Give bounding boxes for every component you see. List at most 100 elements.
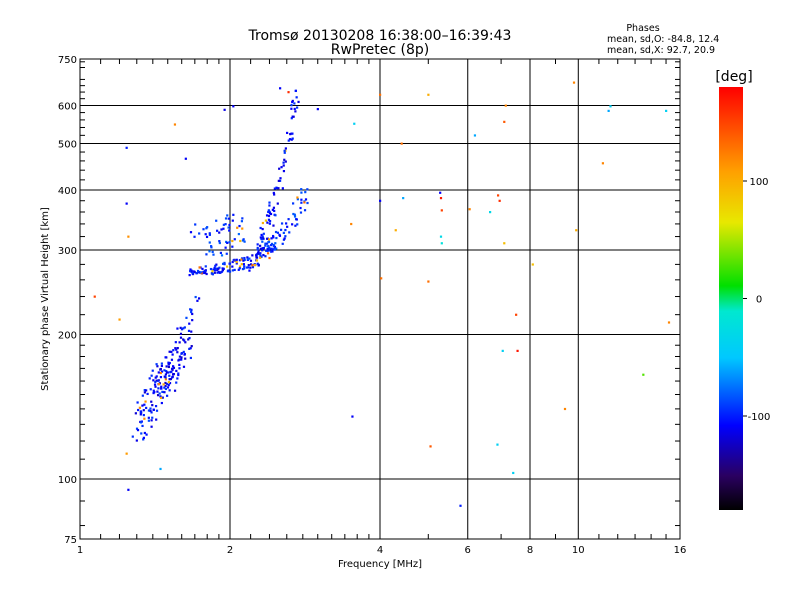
echo-point [267,238,271,241]
echo-point [276,231,279,234]
echo-point [215,267,218,270]
echo-point [226,241,229,245]
y-tick-label: 200 [58,331,77,342]
echo-point [151,369,154,372]
x-tick-label: 1 [77,545,83,556]
echo-point [228,223,231,227]
echo-point [235,260,238,264]
echo-point [177,372,180,375]
echo-point [177,373,180,377]
echo-point [284,228,287,232]
echo-point [246,256,249,259]
echo-point [199,271,202,274]
echo-point [274,230,278,234]
echo-point [188,347,191,350]
echo-point [180,352,183,355]
echo-point [292,115,295,118]
colorbar [719,87,743,510]
echo-point [283,151,286,154]
echo-point [141,394,144,397]
echo-point [179,336,183,339]
echo-point [245,266,248,269]
echo-point [247,266,250,269]
echo-point [241,239,245,242]
echo-point [163,386,166,389]
echo-point [189,308,192,311]
echo-point [145,389,148,392]
echo-point [268,247,271,250]
scatter-point [563,407,567,411]
echo-point [243,258,246,261]
echo-point [296,198,299,201]
stats-line-x: mean, sd,X: 92.7, 20.9 [607,45,715,56]
scatter-point [125,146,128,149]
echo-point [172,373,175,376]
echo-point [275,187,278,190]
echo-point [268,220,272,223]
echo-point [268,204,271,207]
echo-point [204,269,207,272]
echo-point [251,266,255,269]
echo-point [240,258,243,261]
echo-point [164,381,167,385]
chart-title: Tromsø 20130208 16:38:00–16:39:43 [248,28,512,44]
colorbar-tick-label: -100 [748,412,771,423]
echo-point [141,404,144,407]
echo-point [241,267,245,271]
echo-point [282,161,285,164]
scatter-point [503,120,506,123]
echo-point [288,231,291,234]
echo-point [150,400,153,403]
echo-point [144,400,147,403]
echo-point [175,369,178,373]
echo-point [157,371,160,374]
scatter-point [353,122,356,125]
echo-point [154,385,157,388]
scatter-point [440,242,443,245]
echo-point [242,263,245,266]
echo-point [204,233,207,236]
x-tick-label: 8 [527,545,533,556]
echo-point [260,233,263,237]
colorbar-tick-label: 100 [749,177,768,188]
echo-point [212,268,215,271]
echo-point [170,358,174,361]
echo-point [208,233,211,236]
scatter-point [473,134,477,137]
echo-point [275,236,278,240]
echo-point [205,253,208,256]
echo-point [243,265,246,268]
echo-point [211,273,215,276]
echo-point [136,401,139,404]
echo-point [279,228,283,231]
echo-point [266,252,270,255]
echo-point [293,215,297,218]
echo-point [241,227,244,230]
echo-point [257,264,260,267]
echo-point [160,385,163,388]
echo-point [232,259,235,262]
echo-point [180,358,183,361]
echo-point [168,350,171,353]
echo-point [270,244,273,247]
echo-point [266,245,269,248]
echo-point [292,212,295,216]
echo-point [160,401,163,405]
echo-point [131,435,134,438]
echo-point [146,392,149,396]
y-tick-label: 500 [58,140,77,151]
echo-point [249,259,253,262]
echo-point [278,179,282,182]
echo-point [282,231,285,234]
colorbar-label: [deg] [715,69,752,85]
echo-point [174,347,177,350]
echo-point [171,375,174,378]
echo-point [261,247,264,250]
echo-point [187,338,190,341]
echo-point [151,416,154,419]
echo-point [274,214,277,217]
echo-point [261,221,265,225]
echo-point [287,218,290,221]
scatter-point [439,197,443,200]
echo-point [268,210,271,213]
